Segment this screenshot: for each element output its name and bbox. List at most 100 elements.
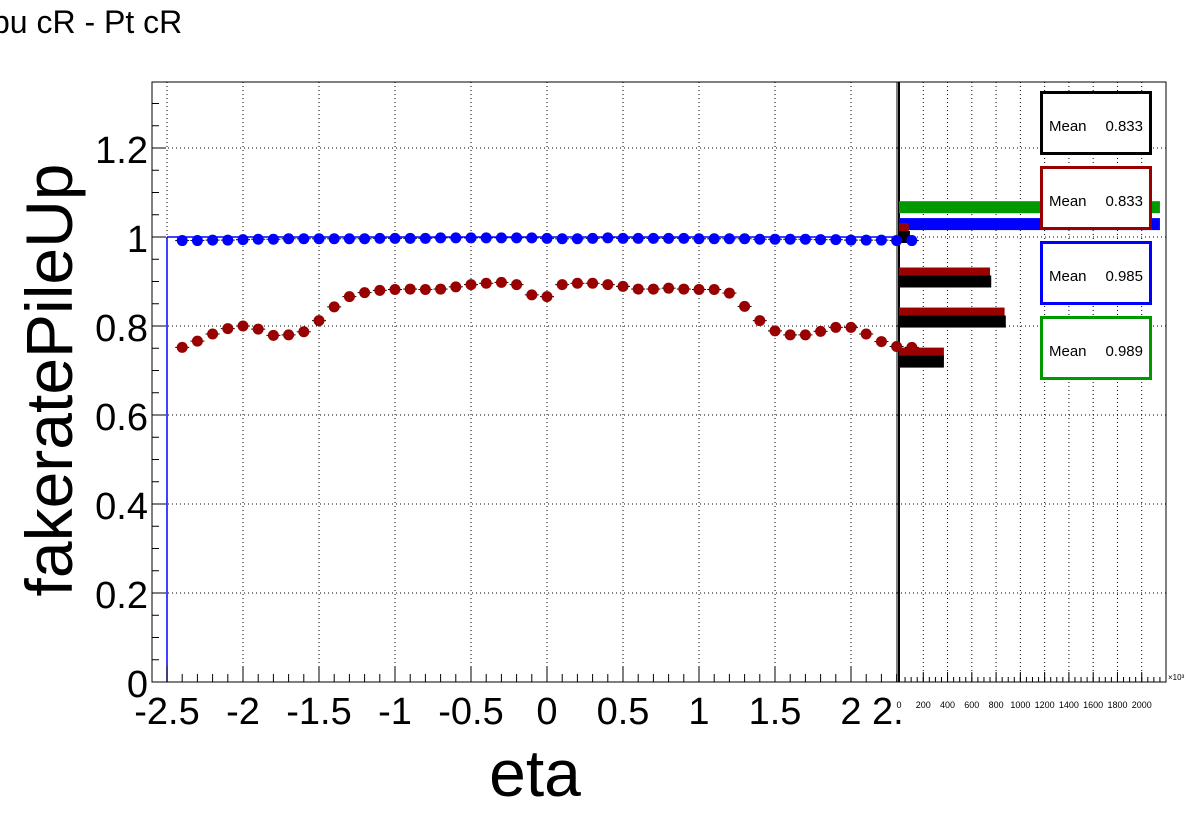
data-point <box>556 233 568 245</box>
data-point <box>723 287 735 299</box>
data-point <box>875 336 887 348</box>
stat-label: Mean <box>1049 343 1087 360</box>
data-point <box>191 335 203 347</box>
data-point <box>891 235 903 247</box>
side-x-exponent: ×10³ <box>1168 673 1185 682</box>
stat-label: Mean <box>1049 268 1087 285</box>
x-tick-label: 1.5 <box>749 691 802 733</box>
data-point <box>237 320 249 332</box>
data-point <box>602 232 614 244</box>
data-point <box>283 233 295 245</box>
data-point <box>647 232 659 244</box>
data-point <box>465 232 477 244</box>
data-point <box>632 283 644 295</box>
side-x-tick-label: 1800 <box>1107 700 1127 710</box>
data-point <box>815 234 827 246</box>
data-point <box>222 234 234 246</box>
stat-value: 0.833 <box>1105 118 1143 135</box>
main-grid <box>151 81 934 683</box>
stat-box-green: Mean 0.989 <box>1040 316 1152 380</box>
data-point <box>450 232 462 244</box>
data-point <box>845 234 857 246</box>
data-point <box>815 325 827 337</box>
data-point <box>313 233 325 245</box>
side-x-tick-label: 1200 <box>1035 700 1055 710</box>
data-point <box>891 340 903 352</box>
data-point <box>739 233 751 245</box>
data-point <box>176 235 188 247</box>
side-x-tick-label: 1600 <box>1083 700 1103 710</box>
data-point <box>465 279 477 291</box>
data-point <box>587 232 599 244</box>
data-point <box>359 287 371 299</box>
data-point <box>359 233 371 245</box>
x-tick-label: -0.5 <box>438 691 503 733</box>
stat-label: Mean <box>1049 118 1087 135</box>
data-point <box>343 233 355 245</box>
side-x-tick-label: 400 <box>940 700 955 710</box>
data-point <box>252 233 264 245</box>
data-point <box>860 328 872 340</box>
data-point <box>176 341 188 353</box>
data-point <box>480 232 492 244</box>
data-point <box>283 329 295 341</box>
y-tick-label: 1 <box>127 219 148 261</box>
data-point <box>693 284 705 296</box>
data-point <box>328 233 340 245</box>
data-point <box>541 232 553 244</box>
y-axis-label: fakeratePileUp <box>12 164 86 597</box>
data-point <box>267 329 279 341</box>
data-point <box>480 277 492 289</box>
data-point <box>799 233 811 245</box>
data-point <box>328 301 340 313</box>
data-point <box>708 233 720 245</box>
x-tick-label: -1 <box>378 691 412 733</box>
data-point <box>830 321 842 333</box>
side-x-tick-label: 1400 <box>1059 700 1079 710</box>
y-tick-label: 0.2 <box>95 575 148 617</box>
data-point <box>191 235 203 247</box>
data-point <box>389 284 401 296</box>
data-point <box>784 329 796 341</box>
y-tick-label: 0.8 <box>95 308 148 350</box>
page-title: pu cR - Pt cR <box>0 4 183 40</box>
data-point <box>526 289 538 301</box>
main-plot-frame <box>151 81 898 683</box>
x-tick-label: 1 <box>688 691 709 733</box>
data-point <box>663 282 675 294</box>
data-point <box>207 234 219 246</box>
x-tick-label: -1.5 <box>286 691 351 733</box>
data-point <box>222 323 234 335</box>
side-x-tick-label: 200 <box>916 700 931 710</box>
data-point <box>754 233 766 245</box>
data-point <box>739 300 751 312</box>
data-point <box>830 234 842 246</box>
data-point <box>374 232 386 244</box>
x-tick-label: -2 <box>226 691 260 733</box>
data-point <box>571 233 583 245</box>
stat-value: 0.985 <box>1105 268 1143 285</box>
data-point <box>419 284 431 296</box>
data-point <box>860 234 872 246</box>
data-point <box>678 283 690 295</box>
data-point <box>769 325 781 337</box>
data-point <box>723 233 735 245</box>
y-tick-label: 0 <box>127 664 148 706</box>
data-point <box>435 283 447 295</box>
stat-value: 0.833 <box>1105 193 1143 210</box>
side-x-tick-label: 600 <box>964 700 979 710</box>
data-point <box>374 284 386 296</box>
stat-box-blue: Mean 0.985 <box>1040 241 1152 305</box>
axes: 0 0.2 0.4 0.6 0.8 1 1.2 -2.5 -2 -1.5 -1 -0.5 0 0.5 1 1.… <box>95 103 904 733</box>
data-point <box>404 283 416 295</box>
data-point <box>571 277 583 289</box>
x-axis-label: eta <box>489 736 581 810</box>
stat-box-black: Mean 0.833 <box>1040 91 1152 155</box>
data-point <box>875 234 887 246</box>
x-tick-label: 2. <box>872 691 904 733</box>
data-point <box>404 232 416 244</box>
data-point <box>526 232 538 244</box>
data-point <box>845 321 857 333</box>
data-point <box>693 233 705 245</box>
